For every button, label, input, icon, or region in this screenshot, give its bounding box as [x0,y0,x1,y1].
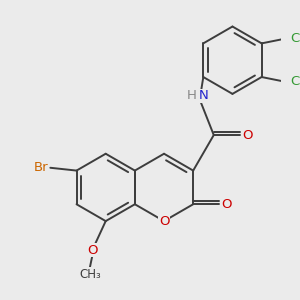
Text: Br: Br [34,161,48,174]
Text: N: N [199,89,208,102]
Text: O: O [159,214,169,228]
Text: CH₃: CH₃ [79,268,101,281]
Text: O: O [222,198,232,211]
Text: O: O [87,244,98,256]
Text: Cl: Cl [291,32,300,45]
Text: Cl: Cl [291,75,300,88]
Text: H: H [186,89,196,102]
Text: O: O [242,128,253,142]
